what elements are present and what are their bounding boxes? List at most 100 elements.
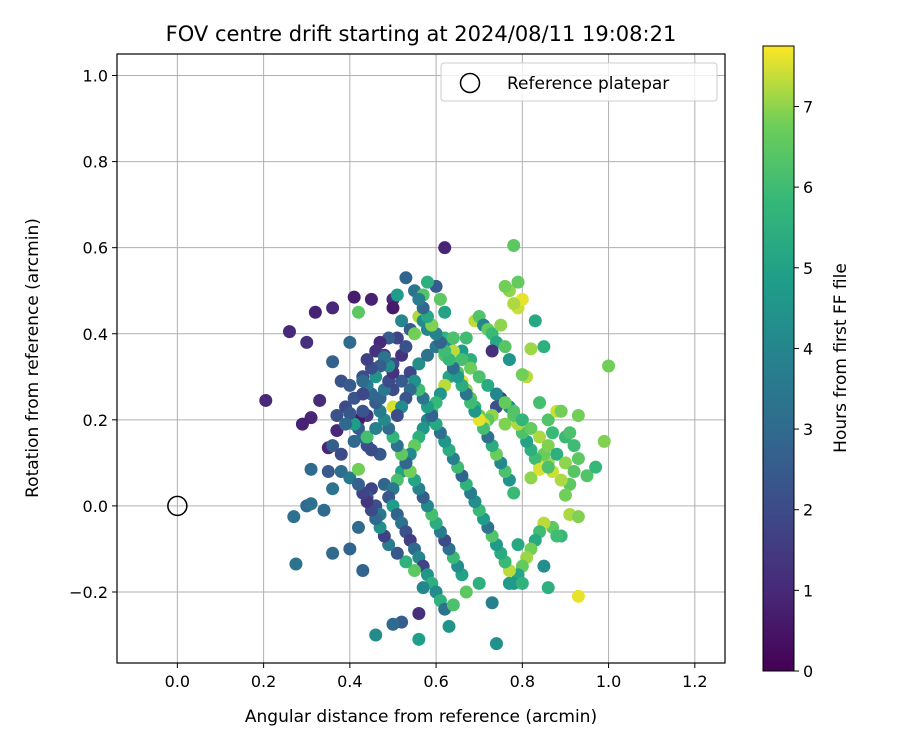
data-point [485,596,499,610]
data-point [326,355,340,369]
colorbar-tick-label: 0 [803,662,813,681]
data-point [282,325,296,339]
data-point [356,563,370,577]
data-point [494,318,508,332]
data-point [343,335,357,349]
data-point [395,374,409,388]
chart-title: FOV centre drift starting at 2024/08/11 … [166,22,677,46]
x-tick-label: 0.6 [423,672,448,691]
data-point [507,486,521,500]
data-point [515,576,529,590]
data-point [571,452,585,466]
data-point [533,430,547,444]
data-point [524,471,538,485]
data-point [502,353,516,367]
data-point [524,342,538,356]
colorbar-tick-label: 2 [803,501,813,520]
colorbar-tick-label: 1 [803,581,813,600]
data-point [347,290,361,304]
data-point [343,542,357,556]
data-point [438,305,452,319]
colorbar: 0 1 2 3 4 5 6 7 Hours from first FF file [762,45,851,681]
data-point [360,430,374,444]
data-point [567,464,581,478]
data-point [369,628,383,642]
data-point [537,340,551,354]
colorbar-tick-label: 3 [803,420,813,439]
x-axis-label: Angular distance from reference (arcmin) [245,707,597,727]
data-point [412,607,426,621]
data-point [295,417,309,431]
data-point [326,482,340,496]
data-point [541,581,555,595]
data-point [589,460,603,474]
data-point [326,301,340,315]
data-point [459,331,473,345]
data-point [390,288,404,302]
data-point [537,559,551,573]
data-point [541,413,555,427]
y-tick-label: 0.0 [83,497,108,516]
data-point [602,359,616,373]
y-tick-label: −0.2 [69,583,108,602]
data-point [321,464,335,478]
data-point [485,344,499,358]
y-tick-label: 0.8 [83,153,108,172]
data-point [343,406,357,420]
plot-frame [116,53,726,664]
data-point [580,469,594,483]
colorbar-gradient [762,45,795,672]
colorbar-tick-label: 4 [803,339,813,358]
data-point [386,617,400,631]
scatter-points [259,239,616,651]
data-point [455,353,469,367]
data-point [515,368,529,382]
reference-platepar-marker [167,495,188,517]
data-point [571,589,585,603]
data-point [524,421,538,435]
data-point [507,297,521,311]
colorbar-ticks: 0 1 2 3 4 5 6 7 [794,97,813,681]
data-point [408,563,422,577]
data-point [360,353,374,367]
data-point [356,374,370,388]
data-point [511,275,525,289]
data-point [287,510,301,524]
data-point [597,434,611,448]
data-point [459,585,473,599]
data-point [399,340,413,354]
data-point [550,447,564,461]
data-point [502,576,516,590]
x-tick-label: 0.0 [165,672,190,691]
data-point [550,529,564,543]
data-point [300,335,314,349]
data-point [507,404,521,418]
data-point [351,477,365,491]
x-axis-ticks: 0.0 0.2 0.4 0.6 0.8 1.0 1.2 [165,663,708,691]
data-point [533,396,547,410]
data-point [528,314,542,328]
data-point [369,421,383,435]
y-tick-label: 1.0 [83,67,108,86]
data-point [571,510,585,524]
data-point [558,488,572,502]
data-point [351,520,365,534]
y-tick-label: 0.6 [83,239,108,258]
data-point [571,409,585,423]
data-point [412,357,426,371]
data-point [356,404,370,418]
data-point [442,619,456,633]
data-point [481,378,495,392]
data-point [433,292,447,306]
x-tick-label: 1.2 [682,672,707,691]
data-point [554,404,568,418]
data-point [515,413,529,427]
data-point [546,426,560,440]
y-tick-label: 0.2 [83,411,108,430]
x-tick-label: 0.4 [337,672,362,691]
data-point [472,576,486,590]
data-point [511,538,525,552]
data-point [399,271,413,285]
x-tick-label: 0.2 [251,672,276,691]
data-point [498,396,512,410]
